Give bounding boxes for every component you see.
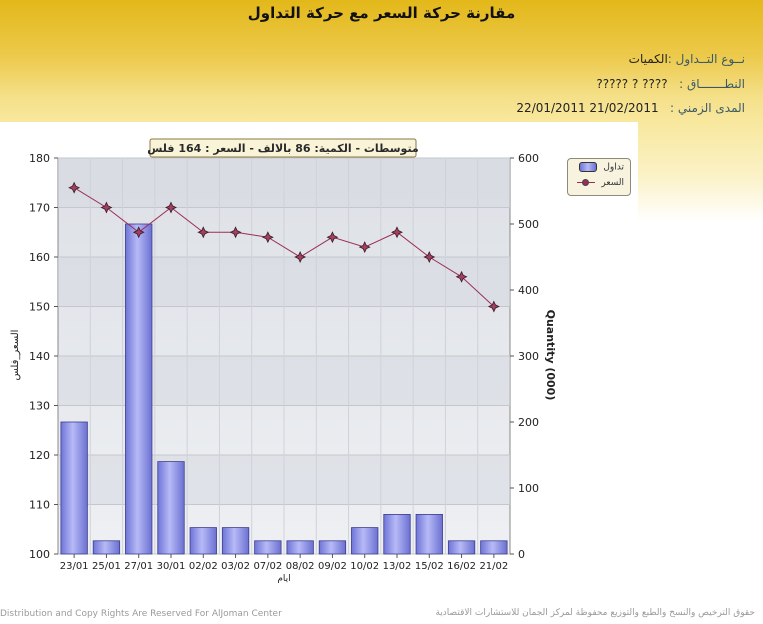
y-left-tick-label: 140 (29, 350, 50, 363)
volume-bar (351, 527, 379, 555)
legend-item-price: السعر (576, 178, 624, 188)
price-point (358, 241, 371, 254)
x-tick-label: 23/01 (60, 561, 89, 572)
volume-bar (221, 527, 250, 555)
period-row: المدى الزمني : 21/02/2011 22/01/2011 (516, 101, 745, 115)
x-tick-label: 30/01 (157, 561, 186, 572)
annotation-text: متوسطات - الكمية: 86 بالالف - السعر : 16… (147, 142, 419, 155)
x-tick-label: 16/02 (447, 561, 476, 572)
footer-copyright-ar: حقوق الترخيص والنسخ والطبع والتوزيع محفو… (435, 608, 755, 618)
left-axis: 100 110 120 130 140 150 160 170 180 (29, 152, 58, 561)
y-left-label: السعر_فلس (10, 330, 21, 381)
volume-swatch-icon (578, 162, 597, 172)
volume-bar (447, 540, 476, 555)
volume-bar (415, 514, 443, 555)
volume-bars (60, 223, 508, 555)
x-tick-label: 13/02 (383, 561, 412, 572)
volume-bar (254, 540, 282, 555)
price-point (326, 231, 339, 244)
volume-bar (125, 223, 153, 555)
page-title: مقارنة حركة السعر مع حركة التداول (247, 4, 516, 22)
legend-item-volume: تداول (578, 162, 624, 173)
x-tick-label: 10/02 (350, 561, 379, 572)
y-left-tick-label: 150 (29, 301, 50, 314)
y-left-tick-label: 110 (29, 499, 50, 512)
y-right-tick-label: 400 (518, 284, 539, 297)
price-polyline (73, 187, 495, 307)
y-right-tick-label: 600 (518, 152, 539, 165)
volume-bar (480, 540, 508, 555)
y-left-tick-label: 180 (29, 152, 50, 165)
volume-bar (383, 514, 411, 555)
legend: تداول السعر (567, 158, 631, 196)
price-point (229, 226, 242, 239)
period-value: 21/02/2011 22/01/2011 (516, 101, 659, 115)
y-left-tick-label: 100 (29, 548, 50, 561)
x-tick-label: 15/02 (415, 561, 444, 572)
price-point (455, 270, 468, 283)
y-right-label: Quantity (000) (544, 310, 557, 401)
price-point (487, 300, 500, 313)
y-right-tick-label: 500 (518, 218, 539, 231)
price-point (165, 201, 177, 214)
volume-bar (318, 540, 347, 555)
y-left-tick-label: 120 (29, 449, 50, 462)
price-line (68, 181, 500, 313)
x-tick-label: 09/02 (318, 561, 347, 572)
price-point (100, 201, 113, 214)
trade-type-value: الكميات (628, 52, 668, 66)
legend-volume-label: تداول (603, 162, 624, 173)
x-tick-label: 25/01 (92, 561, 121, 572)
header-background (0, 0, 763, 122)
period-label: المدى الزمني : (670, 101, 745, 115)
y-right-tick-label: 300 (518, 350, 539, 363)
x-axis-label: ايام (277, 574, 290, 584)
volume-bar (92, 540, 121, 555)
x-tick-label: 08/02 (286, 561, 315, 572)
price-point (197, 226, 210, 239)
trade-type-label: نــوع التــداول : (667, 52, 745, 66)
y-right-tick-label: 100 (518, 482, 539, 495)
x-tick-label: 27/01 (124, 561, 153, 572)
x-tick-label: 03/02 (221, 561, 250, 572)
volume-bar (189, 527, 217, 555)
y-right-tick-label: 0 (518, 548, 525, 561)
x-tick-label: 02/02 (189, 561, 218, 572)
range-row: النطـــــــاق : ???? ? ????? (596, 77, 745, 91)
price-point (423, 251, 436, 263)
volume-bar (60, 421, 88, 555)
footer-copyright-en: Distribution and Copy Rights Are Reserve… (0, 609, 282, 619)
y-right-tick-label: 200 (518, 416, 539, 429)
side-gradient (638, 122, 763, 222)
volume-bar (157, 461, 185, 555)
x-tick-label: 07/02 (253, 561, 282, 572)
y-left-tick-label: 170 (29, 202, 50, 215)
right-axis: 0 100 200 300 400 500 600 (510, 152, 539, 561)
averages-annotation: متوسطات - الكمية: 86 بالالف - السعر : 16… (147, 138, 419, 158)
price-swatch-icon (576, 178, 595, 187)
legend-price-label: السعر (601, 178, 624, 188)
y-left-tick-label: 160 (29, 251, 50, 264)
price-point (132, 226, 145, 239)
range-value: ???? ? ????? (596, 77, 668, 91)
price-point (261, 231, 274, 244)
x-tick-label: 21/02 (479, 561, 508, 572)
volume-bar (286, 540, 314, 555)
range-label: النطـــــــاق : (679, 77, 745, 91)
price-point (294, 251, 307, 263)
trade-type-row: نــوع التــداول :الكميات (629, 52, 745, 66)
x-axis: 23/01 25/01 27/01 30/01 02/02 03/02 07/02 08/02… (60, 554, 508, 572)
price-point (391, 226, 403, 239)
annotation-box (149, 138, 417, 158)
y-left-tick-label: 130 (29, 400, 50, 413)
price-point (68, 181, 81, 194)
